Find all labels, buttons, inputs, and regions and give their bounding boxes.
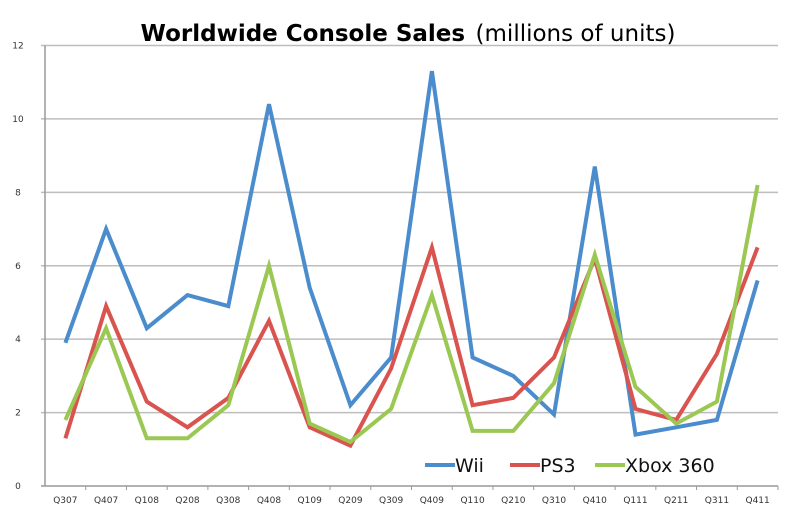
y-axis: 0 2 4 6 8 10 12 bbox=[12, 42, 24, 493]
x-tick-label: Q309 bbox=[379, 496, 404, 506]
x-tick-label: Q110 bbox=[460, 496, 485, 506]
x-tick-label: Q108 bbox=[135, 496, 160, 506]
chart-title: Worldwide Console Sales (millions of uni… bbox=[141, 21, 676, 47]
x-tick-label: Q410 bbox=[583, 496, 608, 506]
y-tick-label: 12 bbox=[12, 42, 23, 52]
series-lines bbox=[63, 70, 760, 449]
y-tick-label: 4 bbox=[15, 335, 21, 345]
title-main: Worldwide Console Sales bbox=[141, 21, 466, 47]
x-tick-label: Q208 bbox=[175, 496, 200, 506]
x-tick-label: Q311 bbox=[705, 496, 729, 506]
x-tick-label: Q408 bbox=[257, 496, 282, 506]
series-line-ps3 bbox=[63, 240, 760, 449]
legend-item-ps3: PS3 bbox=[510, 455, 576, 477]
y-tick-label: 0 bbox=[15, 482, 21, 492]
x-tick-label: Q310 bbox=[542, 496, 567, 506]
y-tick-label: 6 bbox=[15, 262, 21, 272]
series-line-wii bbox=[63, 70, 760, 437]
x-tick-label: Q211 bbox=[664, 496, 688, 506]
series-line-xbox-360 bbox=[63, 184, 760, 445]
legend-item-xbox-360: Xbox 360 bbox=[595, 455, 715, 477]
legend-item-wii: Wii bbox=[425, 455, 484, 477]
x-tick-label: Q209 bbox=[338, 496, 363, 506]
gridlines bbox=[41, 44, 778, 487]
x-tick-label: Q307 bbox=[53, 496, 77, 506]
x-tick-label: Q109 bbox=[298, 496, 323, 506]
legend: Wii PS3 Xbox 360 bbox=[425, 455, 715, 477]
legend-label: Wii bbox=[455, 455, 484, 477]
x-tick-label: Q411 bbox=[746, 496, 770, 506]
legend-label: Xbox 360 bbox=[625, 455, 715, 477]
x-tick-label: Q111 bbox=[623, 496, 647, 506]
x-tick-label: Q210 bbox=[501, 496, 526, 506]
x-tick-label: Q308 bbox=[216, 496, 241, 506]
x-tick-label: Q407 bbox=[94, 496, 118, 506]
title-subtitle: (millions of units) bbox=[476, 21, 676, 47]
x-axis: Q307 Q407 Q108 Q208 Q308 Q408 Q109 Q209 Q309 Q409… bbox=[53, 486, 779, 506]
legend-label: PS3 bbox=[540, 455, 576, 477]
y-tick-label: 2 bbox=[15, 409, 21, 419]
x-tick-label: Q409 bbox=[420, 496, 445, 506]
y-tick-label: 10 bbox=[12, 115, 24, 125]
y-tick-label: 8 bbox=[15, 188, 21, 198]
